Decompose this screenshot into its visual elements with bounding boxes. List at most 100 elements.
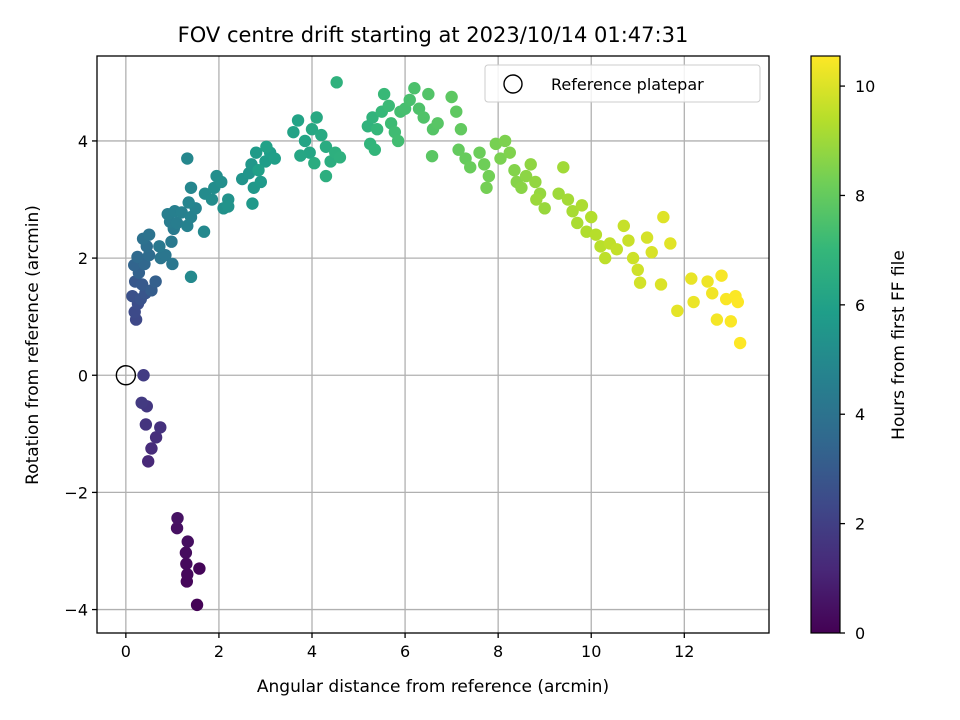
x-tick-label: 2 [214, 642, 224, 661]
data-point [622, 234, 635, 247]
legend-box [484, 64, 761, 103]
legend-label: Reference platepar [551, 75, 704, 94]
data-point [498, 134, 512, 148]
data-point [184, 270, 198, 284]
data-point [431, 117, 444, 130]
colorbar-gradient [810, 55, 841, 634]
data-point [333, 151, 347, 164]
data-point [303, 146, 316, 159]
data-point [153, 240, 166, 253]
data-point [175, 206, 188, 219]
data-point [149, 275, 162, 288]
data-point [631, 263, 644, 277]
data-point [425, 149, 439, 163]
data-point [142, 228, 156, 241]
data-point [139, 418, 153, 431]
data-point [724, 315, 738, 328]
y-tick-label: 0 [78, 366, 88, 385]
data-point [464, 161, 477, 174]
colorbar-tick-label: 4 [855, 405, 865, 424]
y-tick-label: −4 [64, 601, 88, 620]
data-point [450, 105, 463, 118]
data-point [260, 140, 273, 153]
data-point [366, 111, 379, 124]
data-point [268, 152, 281, 165]
data-point [181, 535, 194, 548]
data-point [589, 228, 603, 241]
data-point [145, 442, 158, 455]
data-point [685, 272, 698, 285]
data-point [482, 169, 496, 183]
data-point [131, 250, 144, 264]
reference-marker-layer [115, 365, 137, 386]
data-point [617, 219, 631, 233]
data-point [180, 557, 193, 571]
data-point [181, 568, 194, 581]
data-point [190, 598, 204, 612]
data-point [391, 134, 405, 148]
x-tick-label: 12 [674, 642, 694, 661]
y-tick-label: 2 [78, 249, 88, 268]
data-point [166, 257, 179, 271]
colorbar-label: Hours from first FF file [889, 250, 909, 440]
chart-title: FOV centre drift starting at 2023/10/14 … [178, 23, 689, 47]
y-tick-label: 4 [78, 132, 88, 151]
data-point [626, 251, 640, 265]
reference-platepar-marker [115, 365, 137, 386]
x-tick-label: 8 [493, 642, 503, 661]
x-tick-label: 0 [121, 642, 131, 661]
data-point [222, 200, 235, 213]
y-axis-ticks: −4 −2 0 2 4 [64, 132, 97, 620]
data-point [585, 210, 598, 224]
data-point [319, 169, 333, 183]
data-point [422, 87, 435, 101]
data-point [508, 164, 521, 177]
data-point [480, 181, 493, 195]
data-point [687, 295, 700, 309]
data-point [315, 128, 328, 142]
data-point [252, 164, 265, 177]
data-point [170, 521, 184, 535]
data-point [594, 240, 607, 253]
data-point [538, 202, 551, 215]
colorbar-tick-label: 2 [855, 515, 865, 534]
data-point [473, 146, 486, 159]
data-point [310, 111, 323, 124]
scatter-points [126, 76, 747, 612]
data-point [706, 287, 719, 300]
data-point [571, 216, 584, 230]
data-point [519, 169, 533, 183]
colorbar: 0 2 4 6 8 10 Hours from first FF file [810, 55, 909, 643]
data-point [408, 82, 421, 95]
data-point [184, 181, 198, 195]
data-point [645, 246, 658, 259]
data-point [654, 278, 668, 291]
data-point [135, 278, 149, 291]
data-point [193, 562, 206, 575]
data-point [580, 225, 593, 238]
x-axis-label: Angular distance from reference (arcmin) [257, 677, 609, 697]
colorbar-ticks: 0 2 4 6 8 10 [840, 77, 875, 643]
data-point [141, 455, 155, 468]
data-point [529, 175, 542, 189]
data-point [561, 193, 575, 206]
colorbar-tick-label: 6 [855, 296, 865, 315]
data-point [454, 123, 468, 136]
data-point [671, 304, 684, 318]
data-point [610, 243, 624, 256]
x-tick-label: 4 [307, 642, 317, 661]
data-point [137, 369, 150, 382]
legend: Reference platepar [484, 64, 761, 103]
colorbar-tick-label: 8 [855, 186, 865, 205]
data-point [159, 248, 172, 262]
data-point [575, 199, 589, 212]
data-point [319, 140, 333, 153]
data-point [566, 205, 579, 218]
data-point [370, 123, 384, 136]
data-point [657, 210, 670, 224]
data-point [330, 76, 343, 89]
data-point [135, 396, 148, 409]
data-point [701, 275, 714, 288]
data-point [246, 197, 259, 210]
